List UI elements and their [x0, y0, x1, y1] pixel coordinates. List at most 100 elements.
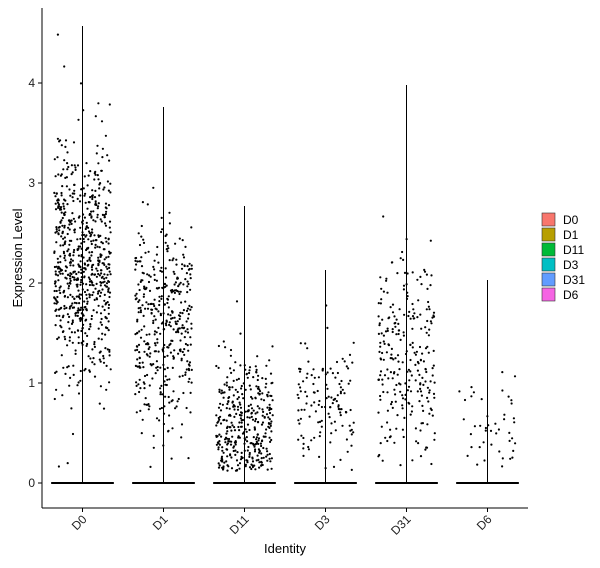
data-point-D1 [184, 330, 187, 333]
data-point-D6 [466, 454, 469, 457]
data-point-D0 [100, 120, 104, 123]
data-point-D11 [257, 392, 260, 395]
data-point-D1 [142, 381, 145, 384]
data-point-D6 [497, 428, 500, 431]
data-point-D11 [271, 414, 274, 417]
data-point-D31 [383, 342, 386, 345]
data-point-D0 [97, 263, 100, 266]
data-point-D31 [418, 345, 422, 349]
data-point-D3 [341, 424, 344, 427]
data-point-D31 [379, 357, 382, 360]
data-point-D1 [163, 283, 167, 286]
x-tick-label-D1: D1 [150, 512, 171, 533]
data-point-D0 [94, 170, 97, 173]
data-point-D11 [250, 407, 254, 410]
data-point-D11 [253, 450, 257, 453]
data-point-D1 [150, 312, 153, 315]
data-point-D3 [310, 374, 313, 377]
data-point-D11 [234, 443, 237, 446]
data-point-D3 [318, 455, 321, 458]
data-point-D3 [304, 390, 307, 393]
data-point-D1 [136, 320, 139, 323]
data-point-D31 [404, 398, 407, 401]
data-point-D1 [153, 278, 156, 281]
data-point-D1 [160, 270, 164, 273]
data-point-D1 [184, 278, 187, 281]
data-point-D11 [219, 409, 223, 412]
data-point-D1 [183, 353, 186, 356]
data-point-D31 [427, 351, 430, 354]
data-point-D0 [103, 186, 106, 189]
data-point-D0 [75, 272, 78, 276]
data-point-D31 [389, 371, 392, 374]
data-point-D31 [414, 363, 417, 366]
data-point-D0 [73, 297, 76, 300]
data-point-D1 [190, 368, 193, 371]
data-point-D1 [175, 258, 178, 261]
data-point-D0 [106, 348, 109, 351]
data-point-D1 [155, 366, 158, 369]
data-point-D11 [257, 439, 260, 442]
data-point-D31 [401, 394, 404, 397]
data-point-D11 [238, 421, 241, 424]
data-point-D31 [379, 276, 382, 279]
data-point-D31 [429, 407, 432, 410]
data-point-D0 [83, 216, 86, 219]
data-point-D11 [257, 385, 260, 389]
data-point-D31 [378, 350, 381, 353]
data-point-D0 [103, 273, 106, 276]
data-point-D0 [107, 189, 110, 192]
data-point-D1 [145, 333, 148, 336]
data-point-D0 [105, 210, 108, 213]
data-point-D11 [268, 426, 271, 429]
data-point-D11 [229, 453, 232, 456]
data-point-D1 [147, 250, 150, 253]
data-point-D11 [231, 401, 234, 404]
data-point-D1 [146, 307, 150, 310]
data-point-D0 [83, 276, 86, 279]
data-point-D1 [138, 243, 142, 247]
data-point-D0 [94, 173, 97, 176]
data-point-D0 [71, 196, 74, 199]
data-point-D31 [395, 318, 398, 321]
data-point-D3 [302, 454, 305, 457]
data-point-D3 [319, 431, 322, 434]
data-point-D11 [233, 426, 236, 429]
data-point-D1 [189, 308, 192, 311]
data-point-D1 [190, 306, 193, 309]
data-point-D3 [347, 367, 350, 370]
data-point-D11 [237, 377, 240, 380]
data-point-D0 [97, 102, 100, 105]
data-point-D0 [101, 262, 104, 265]
data-point-D11 [233, 405, 236, 408]
data-point-D0 [89, 259, 92, 262]
data-point-D0 [100, 169, 103, 172]
data-point-D3 [349, 408, 352, 412]
data-point-D11 [239, 425, 243, 428]
data-point-D0 [84, 227, 87, 231]
data-point-D0 [103, 216, 106, 219]
data-point-D0 [53, 158, 56, 161]
data-point-D11 [268, 406, 271, 409]
data-point-D0 [53, 296, 56, 299]
data-point-D11 [229, 348, 233, 352]
data-point-D0 [59, 272, 62, 275]
data-point-D0 [57, 261, 60, 264]
data-point-D0 [54, 175, 57, 178]
data-point-D1 [135, 411, 138, 414]
data-point-D1 [143, 374, 147, 378]
data-point-D3 [297, 383, 300, 386]
data-point-D1 [178, 375, 181, 378]
data-point-D1 [182, 391, 185, 395]
data-point-D0 [88, 201, 91, 204]
data-point-D11 [269, 372, 273, 375]
data-point-D11 [226, 442, 230, 445]
data-point-D6 [479, 424, 482, 427]
data-point-D0 [70, 407, 73, 410]
data-point-D11 [238, 436, 241, 439]
data-point-D0 [91, 281, 94, 284]
data-point-D1 [178, 317, 181, 321]
data-point-D0 [59, 206, 63, 209]
data-point-D11 [235, 459, 239, 462]
data-point-D1 [188, 364, 191, 367]
